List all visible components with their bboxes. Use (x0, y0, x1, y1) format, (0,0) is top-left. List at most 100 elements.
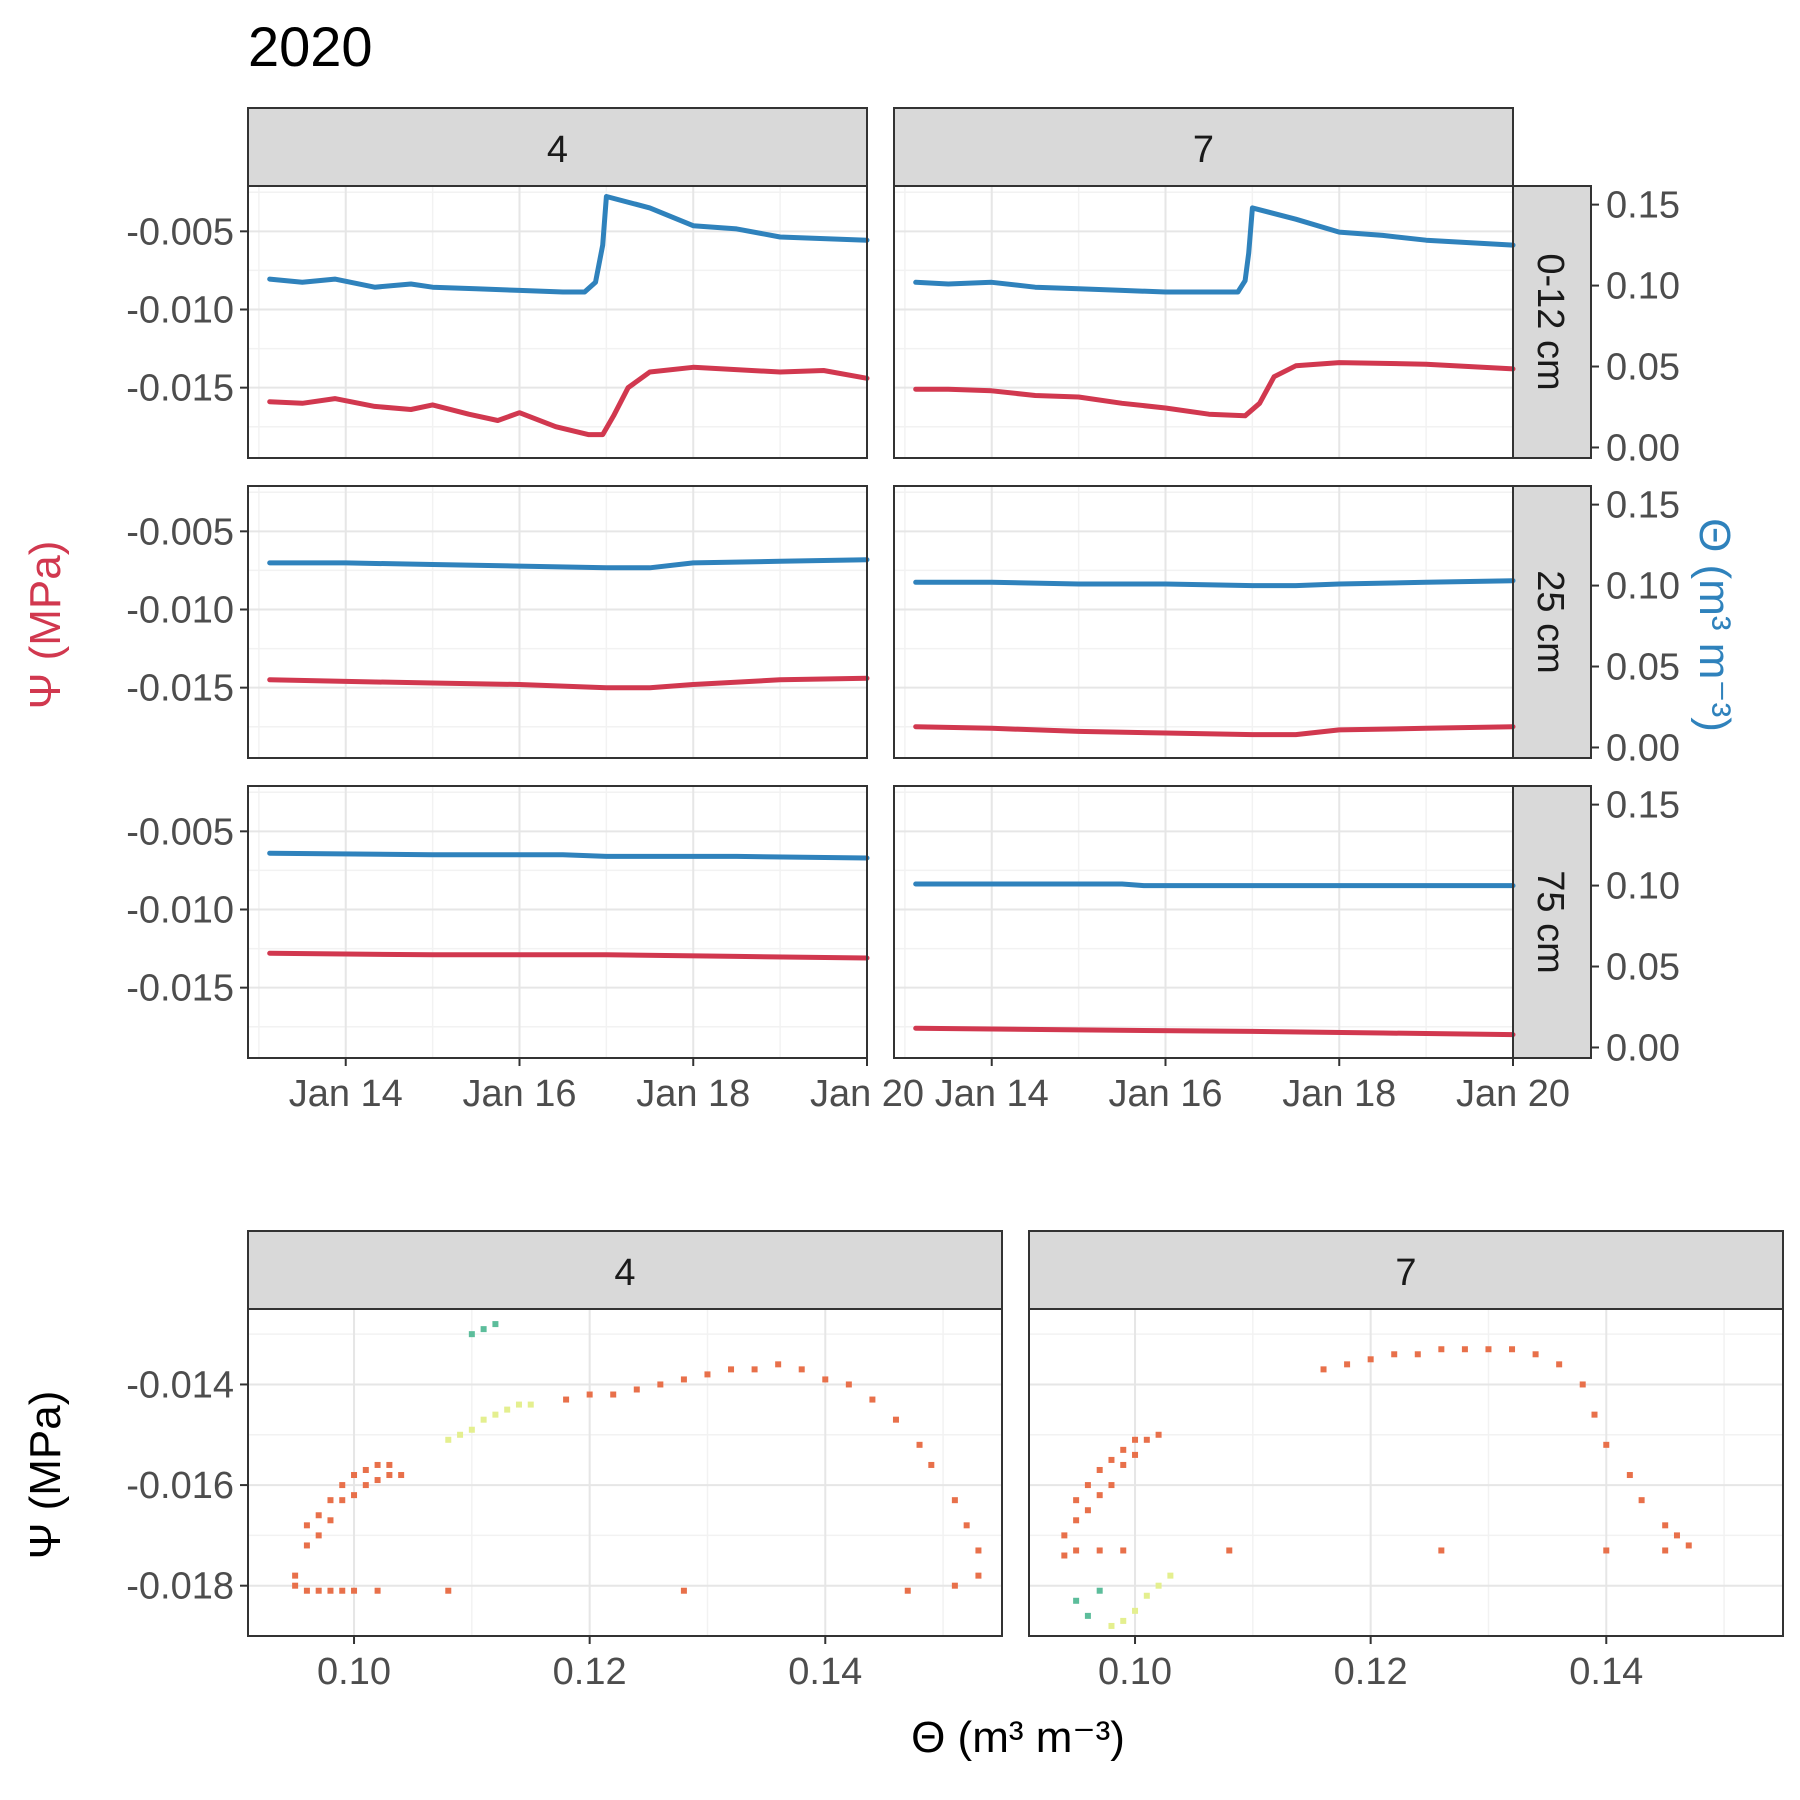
y-left-tick-label: -0.015 (126, 968, 234, 1010)
scatter-point (1108, 1482, 1115, 1489)
scatter-point (586, 1391, 593, 1398)
chart-title: 2020 (248, 15, 373, 78)
facet-strip-row-label: 75 cm (1529, 870, 1571, 973)
psi-series-line (267, 675, 870, 691)
scatter-point (1073, 1497, 1080, 1504)
scatter-point (315, 1587, 322, 1594)
scatter-point (951, 1497, 958, 1504)
facet-panel-7-75cm (893, 785, 1516, 1059)
scatter-point (327, 1517, 334, 1524)
x-tick-label: 0.14 (788, 1651, 862, 1693)
scatter-point (480, 1326, 487, 1333)
scatter-point (339, 1587, 346, 1594)
theta-series-line (267, 557, 870, 571)
panel-background (248, 786, 867, 1058)
scatter-point (292, 1572, 299, 1579)
scatter-point (1061, 1552, 1068, 1559)
scatter-point (1226, 1547, 1233, 1554)
y-right-tick-label: 0.15 (1606, 185, 1680, 227)
y-right-tick-label: 0.05 (1606, 647, 1680, 689)
scatter-point (457, 1431, 464, 1438)
scatter-point (362, 1466, 369, 1473)
scatter-point (1084, 1482, 1091, 1489)
y-tick-label: -0.018 (126, 1566, 234, 1608)
top-plot: 4 7 0-12 cm 25 cm 75 cm -0.005 -0.010 -0.015 0.0… (126, 107, 1680, 1115)
scatter-point (1096, 1492, 1103, 1499)
scatter-point (845, 1381, 852, 1388)
scatter-point (315, 1532, 322, 1539)
scatter-point (1155, 1582, 1162, 1589)
panel-border (247, 185, 868, 459)
y-left-tick-label: -0.010 (126, 289, 234, 331)
facet-strip-label: 7 (1395, 1252, 1416, 1294)
scatter-panel-4 (247, 1308, 1003, 1637)
scatter-point (339, 1497, 346, 1504)
y-right-tick-label: 0.15 (1606, 785, 1680, 827)
scatter-point (374, 1477, 381, 1484)
y-tick-label: -0.016 (126, 1465, 234, 1507)
scatter-point (374, 1461, 381, 1468)
scatter-point (303, 1587, 310, 1594)
scatter-point (1167, 1572, 1174, 1579)
scatter-point (1626, 1472, 1633, 1479)
psi-series-line (913, 1025, 1516, 1038)
theta-series-line (913, 578, 1516, 589)
scatter-point (492, 1321, 499, 1328)
scatter-point (751, 1366, 758, 1373)
bottom-x-label: Θ (m³ m⁻³) (911, 1713, 1125, 1762)
y-right-tick-label: 0.05 (1606, 947, 1680, 989)
scatter-point (680, 1376, 687, 1383)
scatter-point (1532, 1351, 1539, 1358)
scatter-point (1367, 1356, 1374, 1363)
scatter-point (1638, 1497, 1645, 1504)
scatter-point (1344, 1361, 1351, 1368)
scatter-point (398, 1472, 405, 1479)
facet-panel-4-75cm (247, 785, 870, 1059)
scatter-point (1084, 1507, 1091, 1514)
bottom-y-label: Ψ (MPa) (21, 1391, 70, 1560)
facet-strip-row-label: 0-12 cm (1529, 253, 1571, 390)
panel-background (1029, 1309, 1783, 1636)
scatter-point (1132, 1436, 1139, 1443)
scatter-point (775, 1361, 782, 1368)
scatter-point (327, 1497, 334, 1504)
panel-border (893, 185, 1514, 459)
scatter-point (963, 1522, 970, 1529)
scatter-point (1662, 1522, 1669, 1529)
facet-strip-label: 7 (1193, 129, 1214, 171)
x-tick-label: 0.12 (1334, 1651, 1408, 1693)
y-tick-label: -0.014 (126, 1364, 234, 1406)
scatter-point (1391, 1351, 1398, 1358)
scatter-point (1673, 1532, 1680, 1539)
bottom-plot: 4 7 -0.014 -0.016 -0.018 0.10 0.12 0.14 0.10 0.12… (126, 1230, 1784, 1693)
facet-strip-4 (247, 107, 868, 187)
y-left-tick-label: -0.015 (126, 668, 234, 710)
scatter-point (374, 1587, 381, 1594)
scatter-point (1414, 1351, 1421, 1358)
facet-strip-7 (893, 107, 1514, 187)
facet-panel-4-0-12cm (247, 185, 870, 459)
x-tick-label: 0.12 (553, 1651, 627, 1693)
x-tick-label: Jan 14 (289, 1073, 403, 1115)
scatter-point (916, 1441, 923, 1448)
scatter-point (704, 1371, 711, 1378)
scatter-point (1143, 1592, 1150, 1599)
scatter-point (1096, 1587, 1103, 1594)
panel-background (894, 486, 1513, 758)
scatter-point (1096, 1466, 1103, 1473)
scatter-point (1096, 1547, 1103, 1554)
panel-border (247, 1308, 1003, 1637)
scatter-point (445, 1436, 452, 1443)
y-right-tick-label: 0.00 (1606, 1027, 1680, 1069)
scatter-point (822, 1376, 829, 1383)
scatter-point (351, 1472, 358, 1479)
scatter-point (303, 1542, 310, 1549)
panel-border (1028, 1308, 1784, 1637)
y-left-tick-label: -0.010 (126, 889, 234, 931)
scatter-point (1155, 1431, 1162, 1438)
facet-strip-row (1512, 785, 1592, 1059)
scatter-point (1120, 1547, 1127, 1554)
x-tick-label: 0.10 (1098, 1651, 1172, 1693)
x-tick-label: 0.10 (317, 1651, 391, 1693)
scatter-point (1556, 1361, 1563, 1368)
